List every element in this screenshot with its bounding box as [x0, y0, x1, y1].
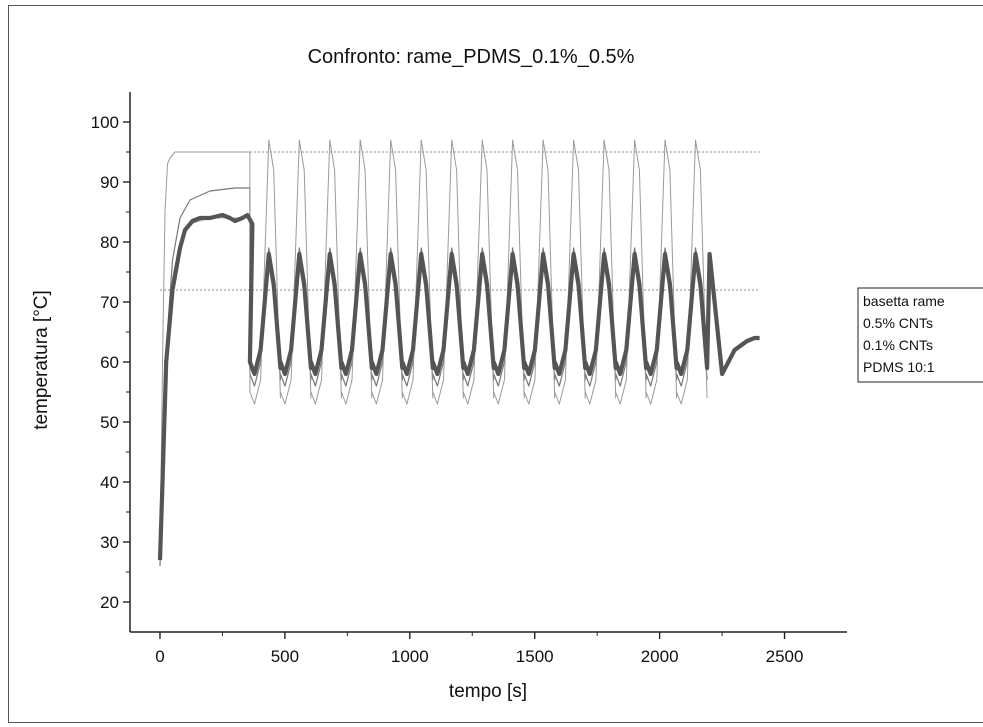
x-axis-label: tempo [s] [449, 681, 527, 702]
x-ticks: 0 500 1000 1500 2000 2500 [155, 632, 803, 666]
axes [129, 92, 847, 633]
chart-frame [8, 5, 983, 723]
x-tick-label: 2000 [641, 647, 679, 666]
series-group [157, 139, 760, 567]
x-tick-label: 1000 [391, 647, 429, 666]
chart-title: Confronto: rame_PDMS_0.1%_0.5% [308, 46, 635, 68]
y-tick-label: 60 [100, 353, 119, 372]
y-tick-label: 90 [100, 173, 119, 192]
y-tick-label: 50 [100, 413, 119, 432]
y-tick-label: 70 [100, 293, 119, 312]
reference-lines [159, 151, 760, 291]
legend-entry: 0.1% CNTs [863, 337, 933, 353]
y-tick-label: 20 [100, 593, 119, 612]
x-tick-label: 500 [271, 647, 299, 666]
x-tick-label: 1500 [516, 647, 554, 666]
legend: basetta rame 0.5% CNTs 0.1% CNTs PDMS 10:1 [857, 287, 983, 383]
y-tick-label: 40 [100, 473, 119, 492]
y-ticks: 20 30 40 50 60 70 80 90 100 [91, 113, 130, 612]
legend-entry: PDMS 10:1 [863, 359, 935, 375]
legend-entry: 0.5% CNTs [863, 315, 933, 331]
series-line-1 [157, 212, 760, 561]
y-tick-label: 100 [91, 113, 119, 132]
series-line-3 [159, 217, 708, 567]
legend-box [857, 287, 983, 383]
y-axis-label: temperatura [°C] [31, 290, 52, 430]
y-tick-label: 30 [100, 533, 119, 552]
legend-entry: basetta rame [863, 293, 945, 309]
x-tick-label: 2500 [766, 647, 804, 666]
y-tick-label: 80 [100, 233, 119, 252]
x-tick-label: 0 [155, 647, 164, 666]
series-line-0 [159, 139, 708, 561]
series-line-2 [159, 187, 708, 567]
